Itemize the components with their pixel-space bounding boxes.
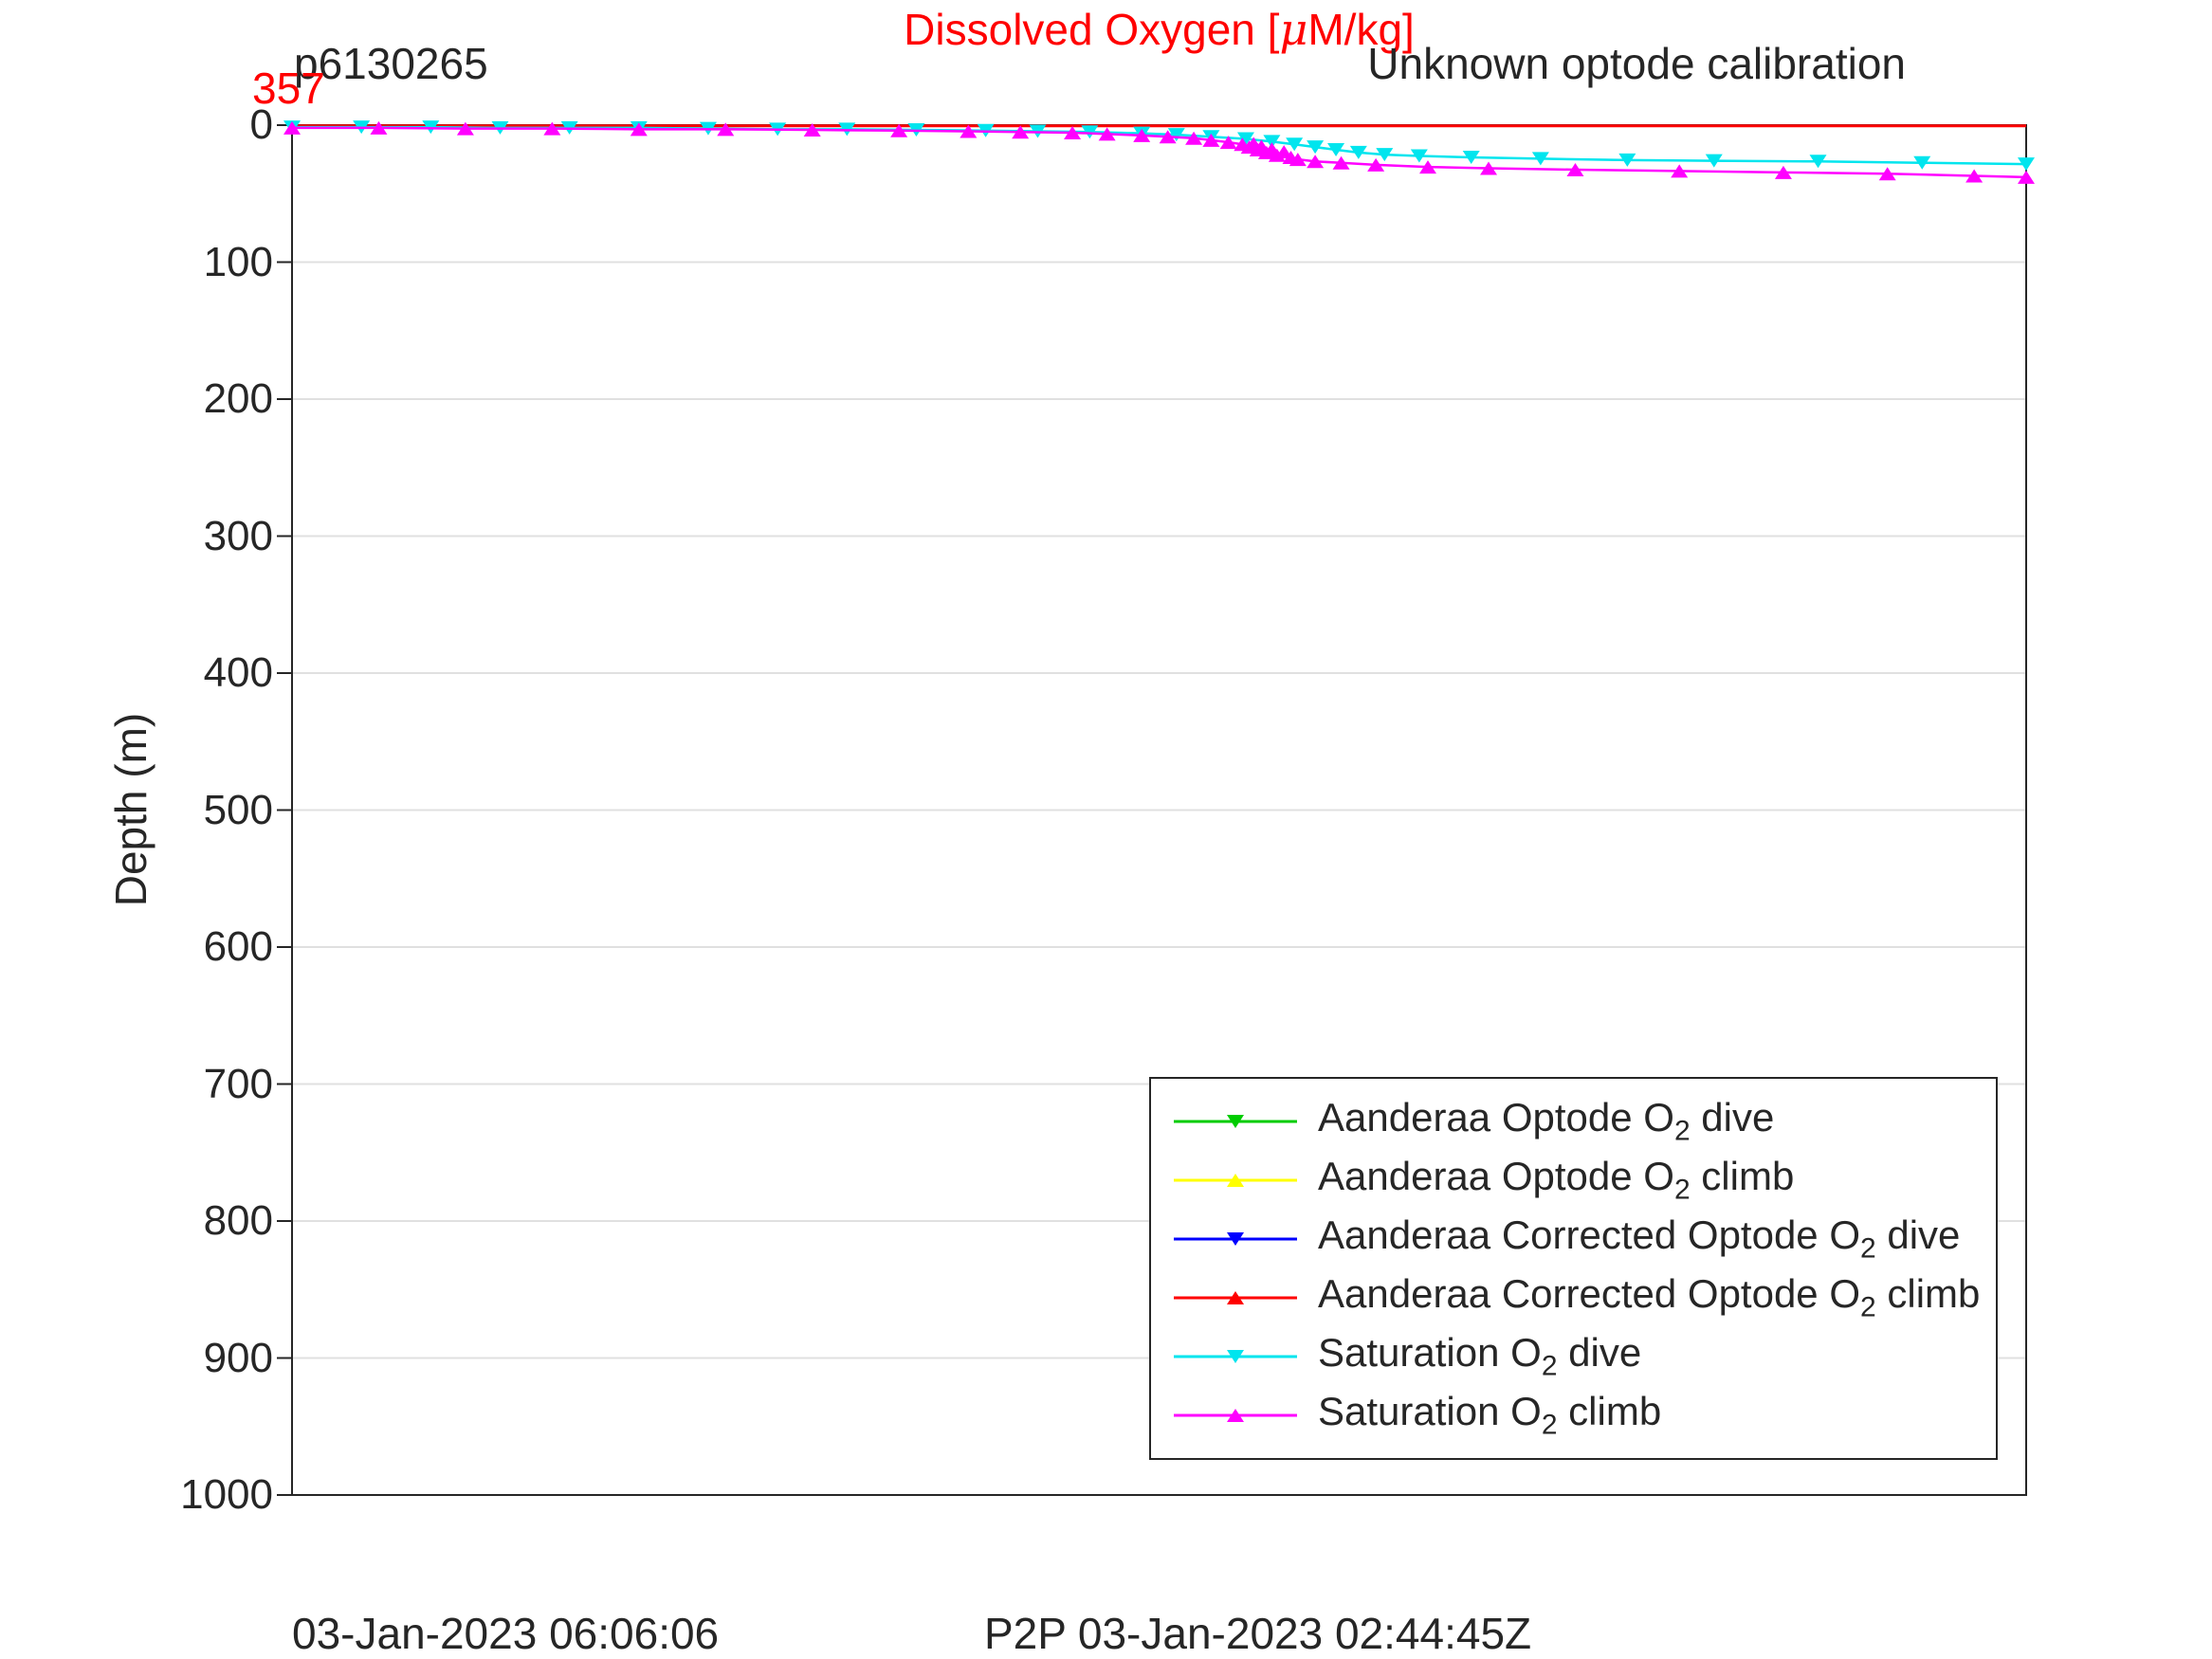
marker-saturation-o2-climb [1098,127,1116,141]
marker-saturation-o2-dive [1705,154,1723,168]
footer-left-timestamp: 03-Jan-2023 06:06:06 [292,1609,720,1658]
marker-saturation-o2-dive [1531,152,1549,166]
marker-saturation-o2-climb [1480,161,1498,175]
y-tick-label-900: 900 [203,1334,273,1381]
marker-saturation-o2-dive [1263,135,1281,149]
marker-saturation-o2-climb [1774,165,1792,179]
marker-saturation-o2-dive [1236,132,1254,146]
marker-legend-saturation-o2-climb [1227,1409,1244,1422]
marker-saturation-o2-climb [1289,153,1307,167]
legend-sample-line-aanderaa-corrected-optode-o2-dive [1174,1232,1297,1246]
marker-saturation-o2-climb [1064,125,1082,139]
y-tick-label-200: 200 [203,375,273,422]
legend-item-saturation-o2-dive: Saturation O2 dive [1174,1327,1996,1386]
marker-saturation-o2-climb [1202,133,1220,147]
marker-saturation-o2-climb [1159,130,1177,144]
marker-saturation-o2-dive [1167,128,1185,142]
legend-label-aanderaa-optode-o2-dive: Aanderaa Optode O2 dive [1318,1095,1775,1147]
marker-saturation-o2-dive [1913,155,1931,170]
calibration-note: Unknown optode calibration [1367,39,1906,88]
marker-saturation-o2-climb [1185,131,1203,145]
legend-item-saturation-o2-climb: Saturation O2 climb [1174,1386,1996,1445]
legend-sample-line-saturation-o2-climb [1174,1409,1297,1422]
marker-legend-saturation-o2-dive [1227,1350,1244,1363]
marker-saturation-o2-climb [456,121,474,136]
legend-label-saturation-o2-dive: Saturation O2 dive [1318,1330,1642,1382]
marker-saturation-o2-dive [1618,153,1636,167]
marker-saturation-o2-climb [1671,164,1689,178]
y-tick-label-1000: 1000 [180,1471,273,1518]
marker-saturation-o2-climb [1133,128,1151,142]
footer-center-timestamp: P2P 03-Jan-2023 02:44:45Z [984,1609,1532,1658]
marker-legend-aanderaa-optode-o2-dive [1227,1115,1244,1128]
marker-saturation-o2-dive [1081,125,1099,139]
legend-sample-line-aanderaa-optode-o2-dive [1174,1115,1297,1128]
marker-saturation-o2-climb [1418,160,1436,174]
legend-item-aanderaa-corrected-optode-o2-dive: Aanderaa Corrected Optode O2 dive [1174,1210,1996,1268]
marker-saturation-o2-climb [890,123,908,137]
marker-saturation-o2-climb [1878,167,1896,181]
marker-saturation-o2-climb [2018,170,2035,184]
legend-label-aanderaa-corrected-optode-o2-dive: Aanderaa Corrected Optode O2 dive [1318,1212,1961,1265]
legend-item-aanderaa-optode-o2-climb: Aanderaa Optode O2 climb [1174,1151,1996,1210]
legend-label-aanderaa-optode-o2-climb: Aanderaa Optode O2 climb [1318,1154,1795,1206]
marker-saturation-o2-climb [960,124,978,138]
marker-saturation-o2-climb [1332,155,1350,170]
y-tick-label-0: 0 [249,101,273,148]
legend-label-aanderaa-corrected-optode-o2-climb: Aanderaa Corrected Optode O2 climb [1318,1271,1981,1323]
y-tick-label-100: 100 [203,238,273,285]
marker-saturation-o2-climb [1012,125,1030,139]
legend-item-aanderaa-optode-o2-dive: Aanderaa Optode O2 dive [1174,1092,1996,1151]
marker-saturation-o2-dive [2018,157,2035,172]
marker-saturation-o2-dive [1307,140,1325,155]
marker-saturation-o2-climb [370,120,388,135]
marker-saturation-o2-climb [717,122,735,137]
marker-saturation-o2-climb [1268,148,1286,162]
y-tick-label-700: 700 [203,1060,273,1107]
legend-sample-line-saturation-o2-dive [1174,1350,1297,1363]
y-tick-label-800: 800 [203,1197,273,1244]
chart-title-pre: Dissolved Oxygen [ [904,5,1280,54]
marker-saturation-o2-dive [1286,137,1304,152]
legend-label-saturation-o2-climb: Saturation O2 climb [1318,1389,1662,1441]
marker-saturation-o2-dive [1327,143,1345,157]
marker-saturation-o2-climb [1219,136,1237,150]
marker-saturation-o2-dive [1349,145,1367,159]
y-tick-label-400: 400 [203,649,273,696]
marker-saturation-o2-dive [1376,148,1394,162]
marker-legend-aanderaa-corrected-optode-o2-dive [1227,1232,1244,1246]
marker-saturation-o2-climb [1307,155,1325,169]
station-id-label: p6130265 [294,39,488,88]
surface-value-annotation: 357 [252,64,325,113]
chart-canvas [277,120,2035,1496]
chart-title-mu: μ [1279,4,1308,55]
plot-area [277,120,2035,1496]
legend: Aanderaa Optode O2 dive Aanderaa Optode O… [1149,1077,1998,1460]
marker-saturation-o2-dive [1410,149,1428,163]
chart-title: Dissolved Oxygen [μM/kg] [292,4,2026,55]
marker-legend-aanderaa-optode-o2-climb [1227,1174,1244,1187]
legend-sample-line-aanderaa-corrected-optode-o2-climb [1174,1291,1297,1304]
legend-sample-line-aanderaa-optode-o2-climb [1174,1174,1297,1187]
marker-saturation-o2-climb [1566,162,1584,176]
y-tick-label-600: 600 [203,923,273,970]
legend-item-aanderaa-corrected-optode-o2-climb: Aanderaa Corrected Optode O2 climb [1174,1268,1996,1327]
marker-legend-aanderaa-corrected-optode-o2-climb [1227,1291,1244,1304]
chart-title-post: M/kg] [1307,5,1415,54]
marker-saturation-o2-climb [543,121,561,136]
y-tick-label-300: 300 [203,512,273,559]
marker-saturation-o2-climb [283,120,301,135]
series-line-saturation-o2-climb [292,126,2027,179]
marker-saturation-o2-climb [630,122,648,137]
y-tick-label-500: 500 [203,786,273,833]
marker-saturation-o2-climb [1367,157,1385,172]
marker-saturation-o2-dive [1809,155,1827,169]
marker-saturation-o2-dive [1462,150,1480,164]
marker-saturation-o2-climb [1965,169,1983,183]
marker-saturation-o2-climb [803,123,821,137]
